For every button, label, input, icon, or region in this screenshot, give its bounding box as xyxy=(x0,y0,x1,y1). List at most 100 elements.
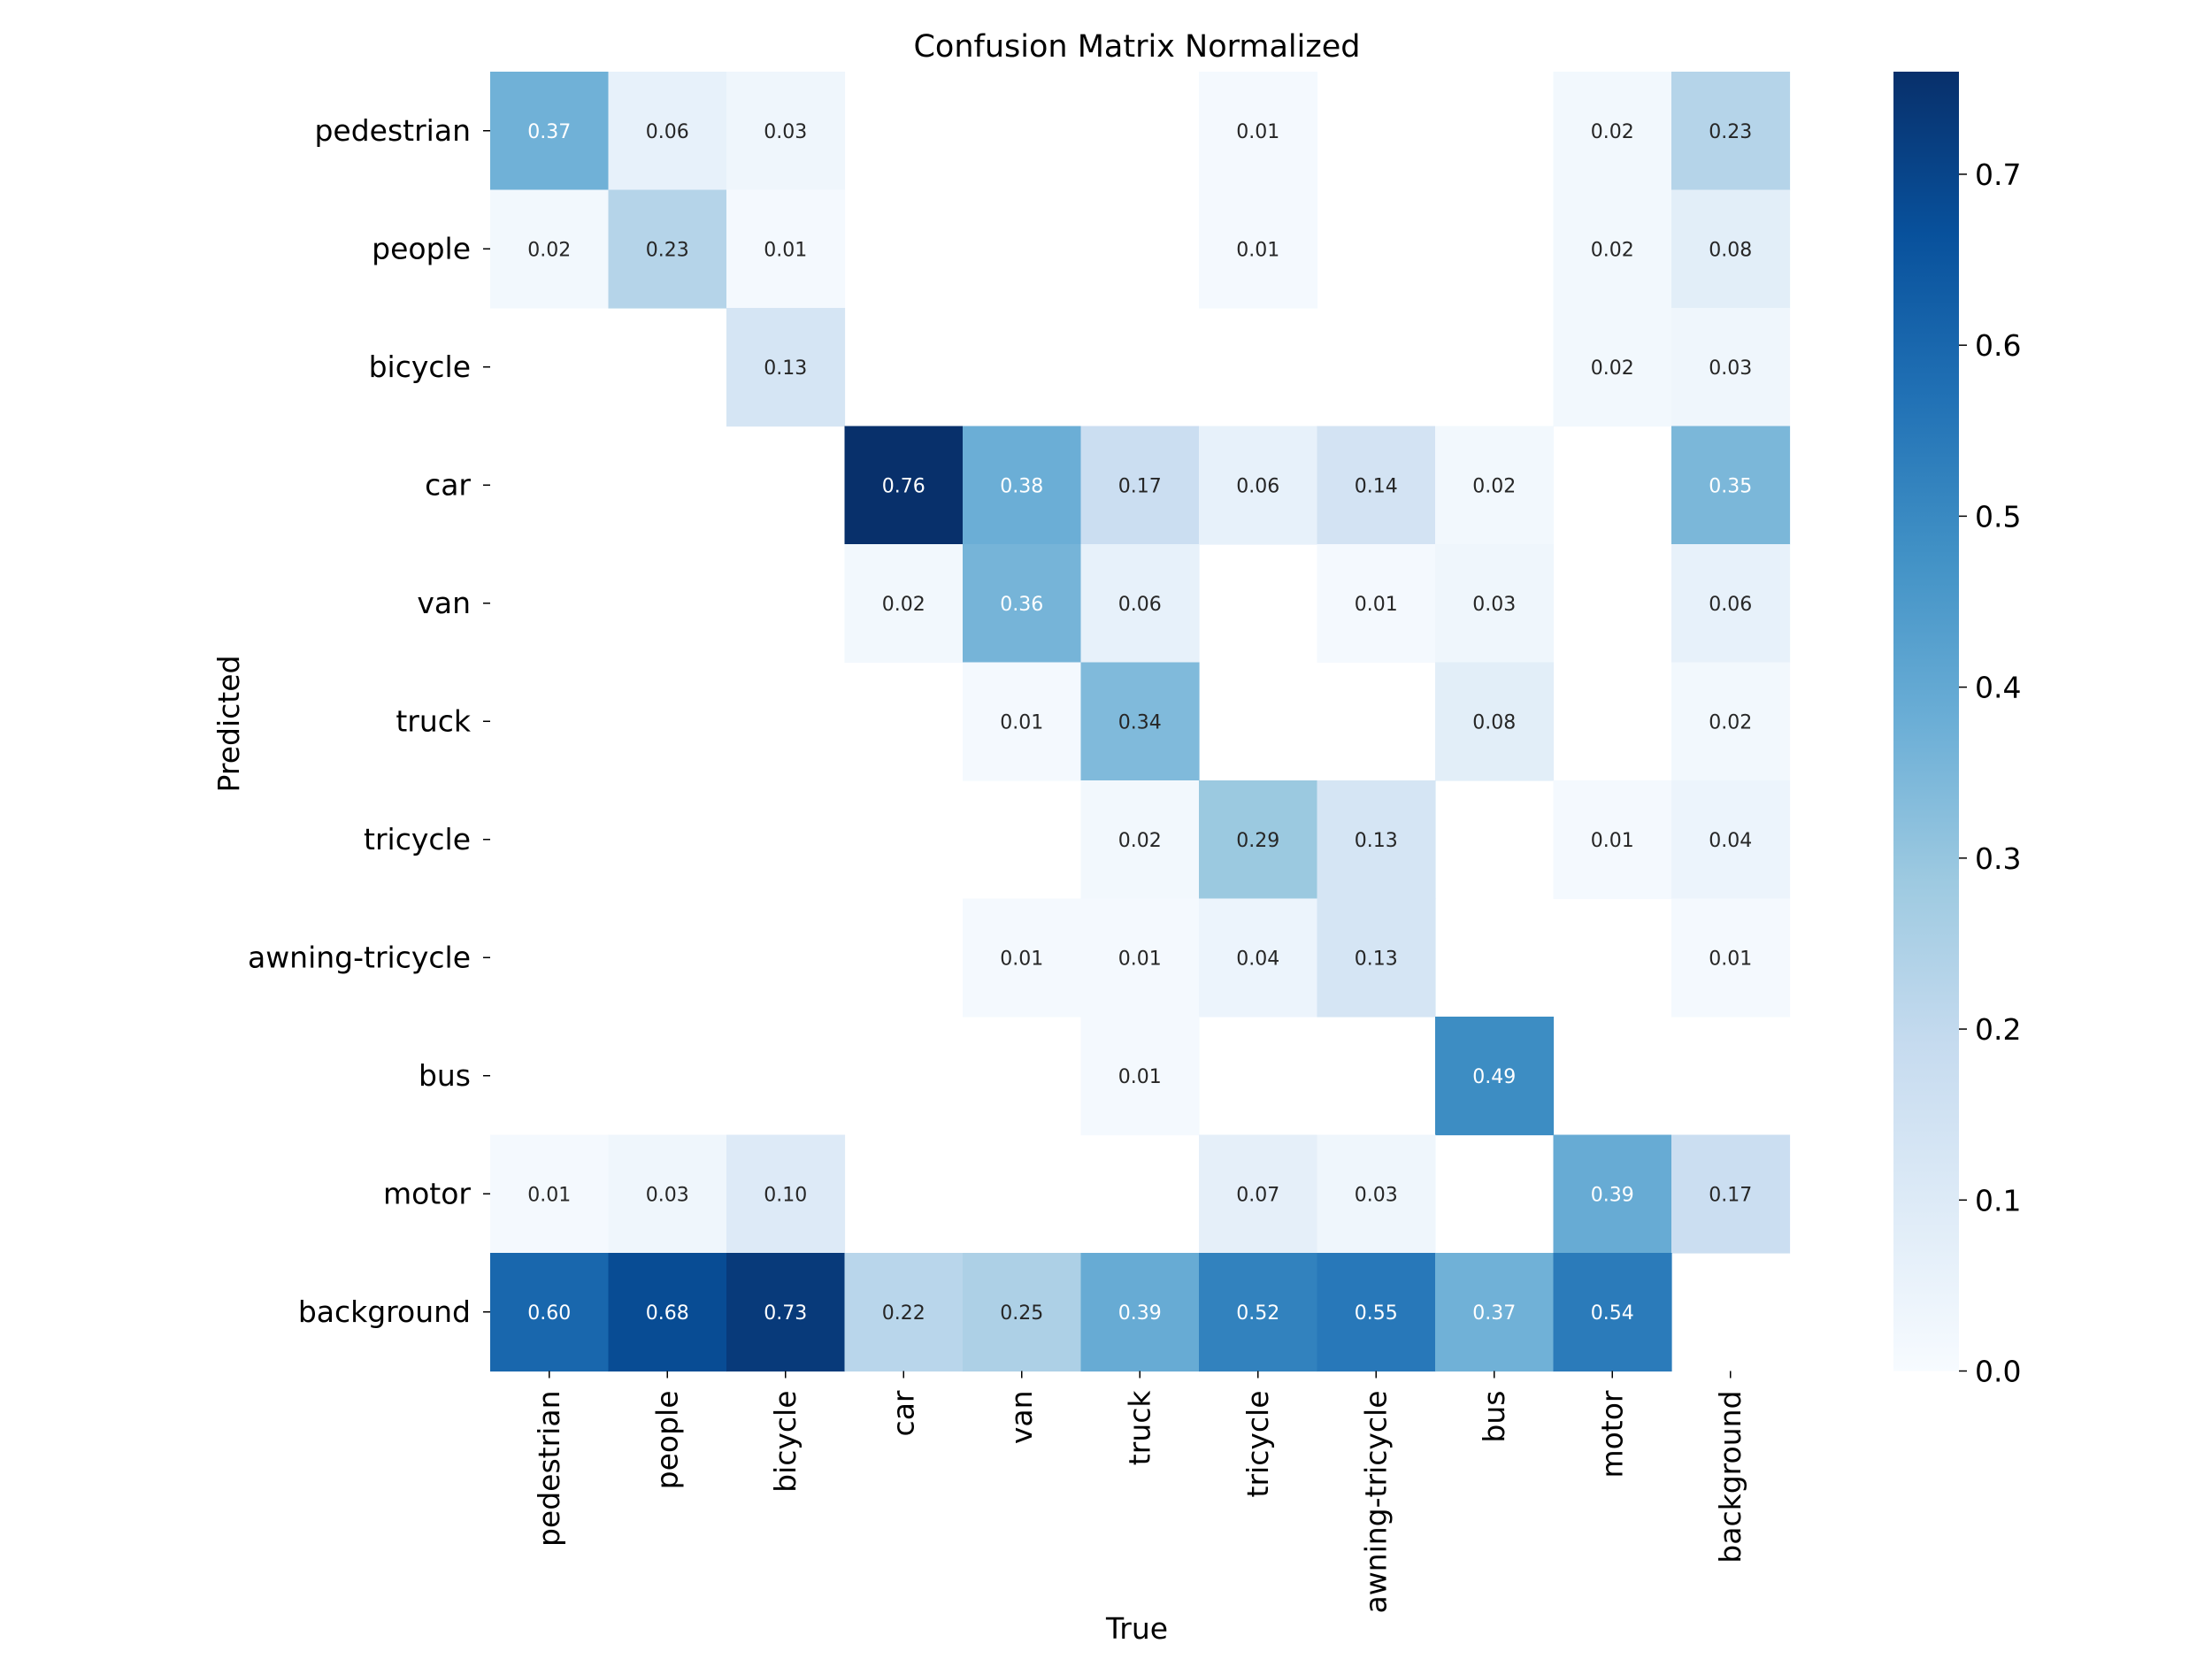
heatmap-cell xyxy=(1080,1253,1200,1372)
heatmap-cell xyxy=(490,189,610,309)
y-tick-label: background xyxy=(298,1294,471,1329)
cell-value-label: 0.34 xyxy=(1118,711,1162,733)
cell-value-label: 0.25 xyxy=(1000,1302,1043,1325)
heatmap-cell xyxy=(963,1253,1082,1372)
heatmap-cell xyxy=(963,662,1082,781)
heatmap-cell xyxy=(1671,308,1791,427)
heatmap-cells: 0.37 0.06 0.03 0.01 0.02 0.23 0.02 0.23 0.01 0.01… xyxy=(490,72,1791,1372)
heatmap-cell xyxy=(1317,426,1436,545)
heatmap-cell xyxy=(844,544,964,664)
heatmap-cell xyxy=(1671,662,1791,781)
colorbar-tick-label: 0.0 xyxy=(1975,1355,2021,1389)
heatmap-cell xyxy=(1080,780,1200,900)
colorbar-tick-label: 0.7 xyxy=(1975,157,2021,192)
heatmap-cell xyxy=(1553,189,1672,309)
colorbar-tick-label: 0.4 xyxy=(1975,671,2021,705)
heatmap-cell xyxy=(963,544,1082,664)
chart-title: Confusion Matrix Normalized xyxy=(913,29,1360,65)
heatmap-cell xyxy=(608,1253,727,1372)
heatmap-cell xyxy=(1080,426,1200,545)
y-tick-label: tricycle xyxy=(364,822,471,856)
x-tick-label: bus xyxy=(1477,1391,1511,1443)
heatmap-cell xyxy=(1553,780,1672,900)
cell-value-label: 0.68 xyxy=(646,1302,689,1325)
cell-value-label: 0.17 xyxy=(1709,1184,1752,1206)
cell-value-label: 0.29 xyxy=(1236,830,1279,852)
cell-value-label: 0.02 xyxy=(1591,239,1634,261)
heatmap-cell xyxy=(726,189,846,309)
heatmap-cell xyxy=(1199,189,1318,309)
cell-value-label: 0.08 xyxy=(1472,711,1516,733)
heatmap-cell xyxy=(1553,72,1672,191)
y-tick-label: car xyxy=(425,467,471,502)
heatmap-cell xyxy=(1317,544,1436,664)
cell-value-label: 0.02 xyxy=(1591,357,1634,380)
y-tick-label: bus xyxy=(419,1058,471,1093)
cell-value-label: 0.02 xyxy=(1709,711,1752,733)
cell-value-label: 0.49 xyxy=(1472,1066,1516,1088)
x-tick-label: tricycle xyxy=(1240,1391,1275,1498)
cell-value-label: 0.60 xyxy=(527,1302,571,1325)
y-tick-label: motor xyxy=(383,1176,471,1210)
heatmap-cell xyxy=(1199,780,1318,900)
cell-value-label: 0.39 xyxy=(1591,1184,1634,1206)
cell-value-label: 0.03 xyxy=(764,121,807,143)
cell-value-label: 0.55 xyxy=(1355,1302,1398,1325)
heatmap-cell xyxy=(1080,898,1200,1018)
heatmap-cell xyxy=(1435,1017,1555,1136)
x-tick-label: background xyxy=(1713,1391,1747,1563)
cell-value-label: 0.06 xyxy=(1118,594,1162,616)
cell-value-label: 0.01 xyxy=(1118,1066,1162,1088)
cell-value-label: 0.76 xyxy=(882,475,926,497)
heatmap-cell xyxy=(1671,780,1791,900)
cell-value-label: 0.01 xyxy=(1591,830,1634,852)
cell-value-label: 0.23 xyxy=(646,239,689,261)
heatmap-cell xyxy=(490,1253,610,1372)
x-tick-label: awning-tricycle xyxy=(1358,1391,1393,1614)
heatmap-cell xyxy=(1671,72,1791,191)
heatmap-cell xyxy=(1317,780,1436,900)
cell-value-label: 0.36 xyxy=(1000,594,1043,616)
cell-value-label: 0.02 xyxy=(1118,830,1162,852)
cell-value-label: 0.13 xyxy=(764,357,807,380)
cell-value-label: 0.73 xyxy=(764,1302,807,1325)
heatmap-cell xyxy=(1317,898,1436,1018)
heatmap-cell xyxy=(1553,1134,1672,1254)
heatmap-cell xyxy=(1435,1253,1555,1372)
cell-value-label: 0.03 xyxy=(646,1184,689,1206)
heatmap-cell xyxy=(844,1253,964,1372)
colorbar-tick-label: 0.6 xyxy=(1975,328,2021,363)
heatmap-cell xyxy=(608,72,727,191)
cell-value-label: 0.02 xyxy=(882,594,926,616)
heatmap-cell xyxy=(1199,1134,1318,1254)
y-tick-label: people xyxy=(372,231,471,265)
heatmap-cell xyxy=(608,189,727,309)
heatmap-cell xyxy=(608,1134,727,1254)
cell-value-label: 0.39 xyxy=(1118,1302,1162,1325)
heatmap-cell xyxy=(726,72,846,191)
cell-value-label: 0.06 xyxy=(646,121,689,143)
x-tick-label: truck xyxy=(1122,1390,1156,1466)
cell-value-label: 0.01 xyxy=(527,1184,571,1206)
cell-value-label: 0.13 xyxy=(1355,830,1398,852)
colorbar-tick-label: 0.1 xyxy=(1975,1183,2021,1217)
y-tick-label: bicycle xyxy=(369,349,471,384)
cell-value-label: 0.35 xyxy=(1709,475,1752,497)
cell-value-label: 0.03 xyxy=(1709,357,1752,380)
y-axis-label: Predicted xyxy=(211,656,246,793)
cell-value-label: 0.01 xyxy=(1236,239,1279,261)
cell-value-label: 0.01 xyxy=(1709,948,1752,970)
x-tick-label: bicycle xyxy=(768,1391,803,1493)
cell-value-label: 0.07 xyxy=(1236,1184,1279,1206)
heatmap-cell xyxy=(1199,1253,1318,1372)
cell-value-label: 0.01 xyxy=(1118,948,1162,970)
cell-value-label: 0.01 xyxy=(1000,711,1043,733)
heatmap-cell xyxy=(1317,1134,1436,1254)
colorbar-gradient xyxy=(1893,72,1959,1371)
cell-value-label: 0.02 xyxy=(1591,121,1634,143)
x-tick-label: motor xyxy=(1594,1390,1629,1478)
heatmap-cell xyxy=(1553,1253,1672,1372)
y-tick-label: truck xyxy=(396,703,472,738)
cell-value-label: 0.04 xyxy=(1236,948,1279,970)
